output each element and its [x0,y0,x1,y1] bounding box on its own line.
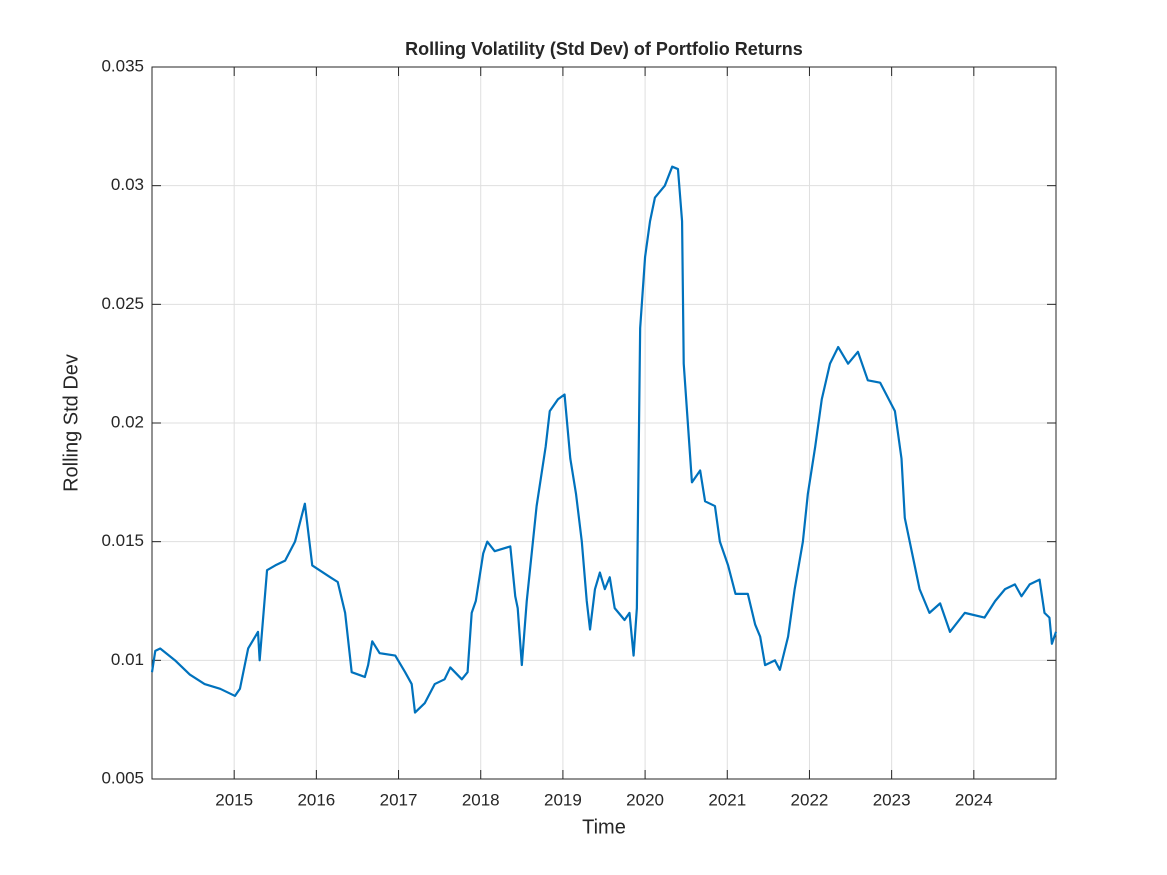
y-tick-label: 0.03 [111,175,144,194]
x-tick-label: 2015 [215,790,253,809]
x-tick-label: 2017 [380,790,418,809]
plot-frame [151,66,1057,780]
y-tick-label: 0.02 [111,412,144,431]
x-tick-label: 2021 [708,790,746,809]
x-tick-label: 2016 [297,790,335,809]
x-tick-label: 2023 [873,790,911,809]
chart-title: Rolling Volatility (Std Dev) of Portfoli… [405,39,803,59]
y-tick-label: 0.025 [101,294,144,313]
data-line [150,165,1058,714]
x-axis-label: Time [582,816,626,838]
x-tick-label: 2022 [791,790,829,809]
x-tick-label: 2018 [462,790,500,809]
x-tick-label: 2020 [626,790,664,809]
x-tick-label: 2019 [544,790,582,809]
y-tick-label: 0.015 [101,531,144,550]
y-tick-label: 0.035 [101,56,144,75]
x-tick-label: 2024 [955,790,993,809]
y-tick-label: 0.01 [111,650,144,669]
y-axis-label: Rolling Std Dev [60,354,82,492]
y-tick-label: 0.005 [101,768,144,787]
